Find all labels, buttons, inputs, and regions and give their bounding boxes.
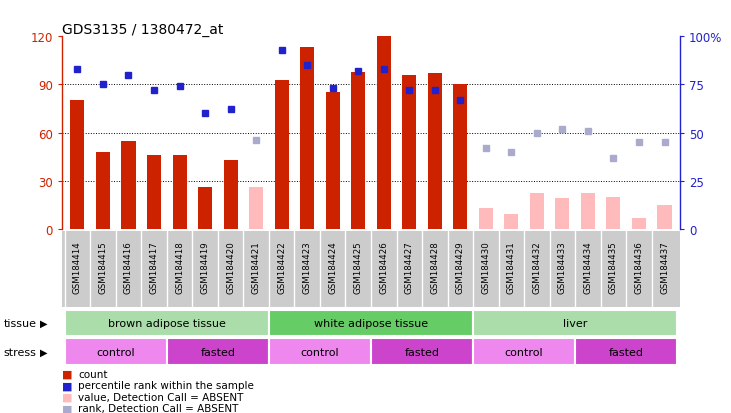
Bar bbox=[269, 310, 473, 337]
Text: GSM184426: GSM184426 bbox=[379, 240, 388, 293]
Bar bbox=[581, 194, 595, 229]
Bar bbox=[167, 339, 269, 366]
Bar bbox=[249, 188, 263, 229]
Bar bbox=[326, 93, 340, 229]
Text: count: count bbox=[78, 369, 107, 379]
Text: GSM184434: GSM184434 bbox=[583, 240, 592, 293]
Text: GSM184427: GSM184427 bbox=[405, 240, 414, 293]
Bar bbox=[504, 215, 518, 229]
Text: tissue: tissue bbox=[4, 318, 37, 328]
Bar bbox=[70, 101, 85, 229]
Text: GSM184433: GSM184433 bbox=[558, 240, 567, 293]
Text: GDS3135 / 1380472_at: GDS3135 / 1380472_at bbox=[62, 23, 224, 37]
Bar bbox=[575, 339, 678, 366]
Text: GSM184432: GSM184432 bbox=[532, 240, 542, 293]
Text: GSM184429: GSM184429 bbox=[456, 240, 465, 293]
Text: GSM184431: GSM184431 bbox=[507, 240, 516, 293]
Bar bbox=[473, 310, 678, 337]
Text: fasted: fasted bbox=[200, 347, 235, 357]
Bar bbox=[64, 310, 269, 337]
Text: ▶: ▶ bbox=[40, 347, 48, 357]
Text: GSM184435: GSM184435 bbox=[609, 240, 618, 293]
Bar bbox=[198, 188, 212, 229]
Bar bbox=[530, 194, 544, 229]
Bar bbox=[453, 85, 467, 229]
Bar bbox=[657, 205, 672, 229]
Text: control: control bbox=[300, 347, 339, 357]
Text: GSM184419: GSM184419 bbox=[200, 240, 210, 293]
Bar bbox=[376, 37, 391, 229]
Text: ■: ■ bbox=[62, 380, 72, 390]
Text: GSM184416: GSM184416 bbox=[124, 240, 133, 293]
Text: percentile rank within the sample: percentile rank within the sample bbox=[78, 380, 254, 390]
Text: GSM184424: GSM184424 bbox=[328, 240, 337, 293]
Text: GSM184436: GSM184436 bbox=[635, 240, 643, 293]
Bar bbox=[275, 81, 289, 229]
Text: fasted: fasted bbox=[609, 347, 644, 357]
Bar bbox=[269, 339, 371, 366]
Text: GSM184421: GSM184421 bbox=[251, 240, 261, 293]
Bar bbox=[64, 339, 167, 366]
Text: GSM184414: GSM184414 bbox=[73, 240, 82, 293]
Text: liver: liver bbox=[563, 318, 588, 328]
Text: GSM184437: GSM184437 bbox=[660, 240, 669, 293]
Bar bbox=[351, 72, 366, 229]
Text: ■: ■ bbox=[62, 404, 72, 413]
Bar bbox=[224, 160, 238, 229]
Text: rank, Detection Call = ABSENT: rank, Detection Call = ABSENT bbox=[78, 404, 238, 413]
Text: GSM184420: GSM184420 bbox=[226, 240, 235, 293]
Bar bbox=[147, 156, 161, 229]
Bar bbox=[173, 156, 186, 229]
Bar bbox=[556, 199, 569, 229]
Text: GSM184422: GSM184422 bbox=[277, 240, 286, 293]
Bar bbox=[607, 197, 621, 229]
Text: GSM184418: GSM184418 bbox=[175, 240, 184, 293]
Text: GSM184430: GSM184430 bbox=[481, 240, 491, 293]
Bar bbox=[300, 48, 314, 229]
Text: value, Detection Call = ABSENT: value, Detection Call = ABSENT bbox=[78, 392, 243, 402]
Text: GSM184423: GSM184423 bbox=[303, 240, 311, 293]
Text: white adipose tissue: white adipose tissue bbox=[314, 318, 428, 328]
Text: fasted: fasted bbox=[404, 347, 439, 357]
Text: GSM184425: GSM184425 bbox=[354, 240, 363, 293]
Bar bbox=[473, 339, 575, 366]
Text: brown adipose tissue: brown adipose tissue bbox=[108, 318, 226, 328]
Text: ▶: ▶ bbox=[40, 318, 48, 328]
Text: control: control bbox=[505, 347, 543, 357]
Bar bbox=[96, 152, 110, 229]
Bar bbox=[371, 339, 473, 366]
Text: GSM184417: GSM184417 bbox=[150, 240, 159, 293]
Text: ■: ■ bbox=[62, 369, 72, 379]
Text: GSM184428: GSM184428 bbox=[431, 240, 439, 293]
Text: control: control bbox=[96, 347, 135, 357]
Bar bbox=[632, 218, 646, 229]
Text: stress: stress bbox=[4, 347, 37, 357]
Bar bbox=[428, 74, 442, 229]
Bar bbox=[402, 76, 416, 229]
Text: ■: ■ bbox=[62, 392, 72, 402]
Bar bbox=[121, 141, 135, 229]
Text: GSM184415: GSM184415 bbox=[99, 240, 107, 293]
Bar bbox=[479, 209, 493, 229]
